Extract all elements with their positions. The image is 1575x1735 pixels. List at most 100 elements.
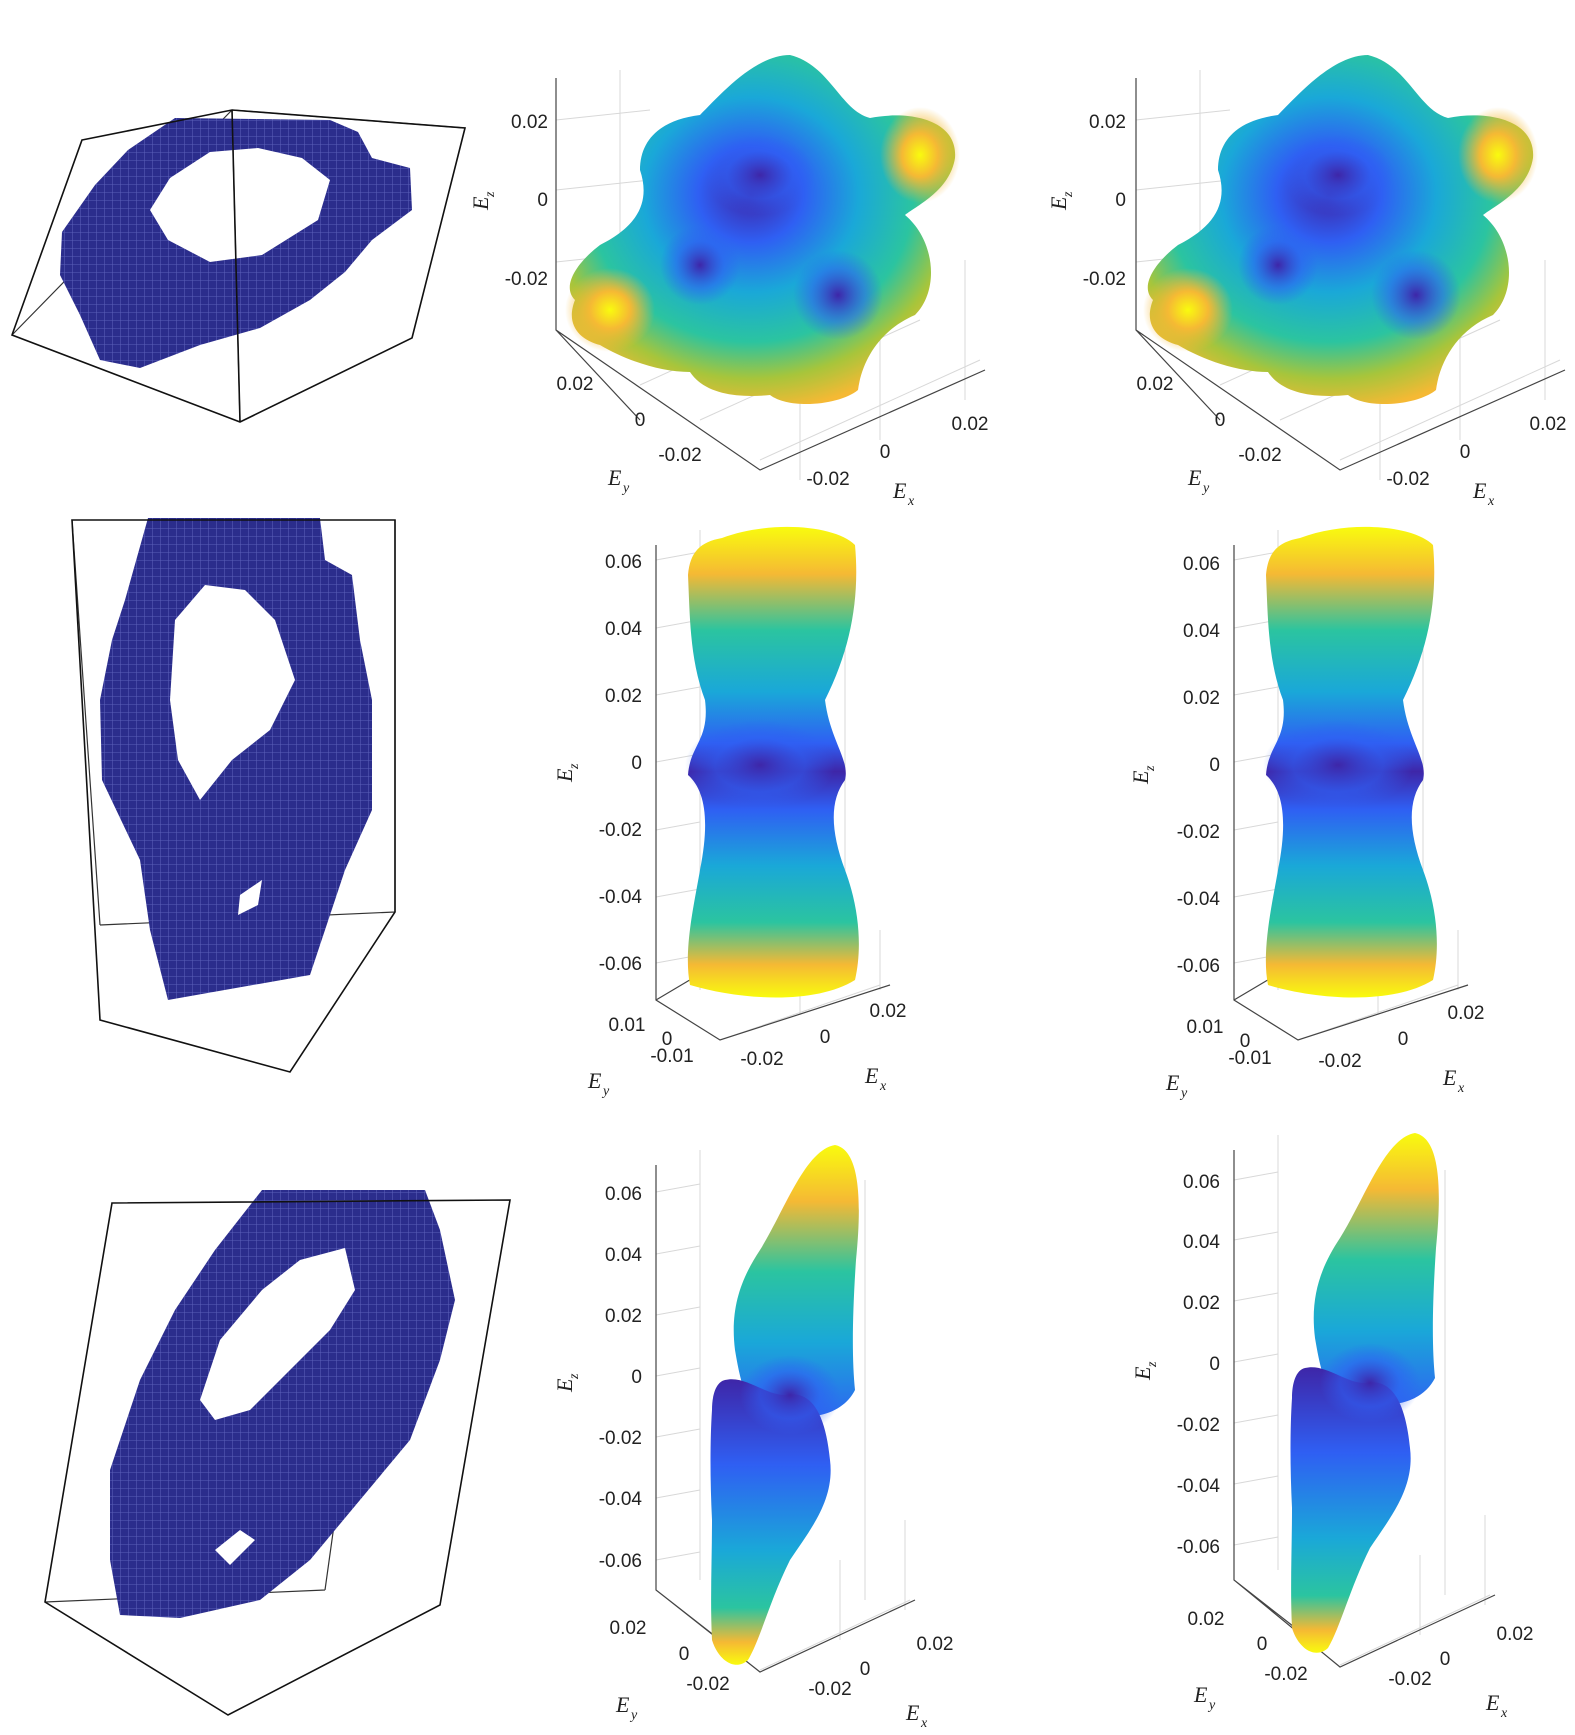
z-tick: 0.02 [605, 686, 642, 707]
svg-text:z: z [567, 763, 582, 770]
surface-r3-a [710, 1145, 859, 1665]
z-tick: -0.06 [1177, 1537, 1220, 1558]
z-tick: -0.02 [1083, 269, 1126, 290]
y-tick: -0.02 [658, 445, 701, 466]
svg-text:E: E [1472, 478, 1487, 503]
z-axis-label: E z [1046, 191, 1076, 211]
labels-r3-a: 0.06 0.04 0.02 0 -0.02 -0.04 -0.06 E z 0… [552, 1184, 953, 1731]
x-tick: 0 [1440, 1649, 1451, 1670]
z-tick: -0.04 [599, 1489, 643, 1510]
svg-text:x: x [920, 1716, 928, 1731]
y-axis-label: E y [587, 1068, 610, 1099]
z-tick: 0.06 [1183, 1172, 1220, 1193]
z-tick: 0.02 [605, 1306, 642, 1327]
y-tick: -0.02 [1238, 445, 1281, 466]
y-tick: 0 [1257, 1634, 1268, 1655]
z-tick: -0.02 [599, 820, 642, 841]
svg-text:y: y [1179, 1086, 1188, 1101]
z-tick: 0 [1115, 190, 1126, 211]
y-tick: -0.02 [1264, 1664, 1307, 1685]
surface-r2-a [685, 526, 859, 998]
z-axis-label: E z [1128, 765, 1158, 785]
labels-r2-a: 0.06 0.04 0.02 0 -0.02 -0.04 -0.06 E z 0… [552, 552, 906, 1099]
svg-text:z: z [483, 191, 498, 198]
svg-text:x: x [907, 494, 915, 509]
y-tick: -0.01 [650, 1046, 693, 1067]
y-axis-label: E y [615, 1692, 638, 1723]
svg-text:E: E [892, 478, 907, 503]
z-tick: 0.02 [511, 112, 548, 133]
voxel-structure-row-3 [44, 1190, 511, 1716]
z-tick: 0.02 [1183, 1293, 1220, 1314]
svg-text:x: x [879, 1079, 887, 1094]
surface-r2-b [1263, 526, 1437, 998]
svg-text:z: z [1145, 1361, 1160, 1368]
labels-r1-b: 0.02 0 -0.02 E z 0.02 0 -0.02 E y -0.02 … [1046, 112, 1566, 509]
x-axis-label: E x [905, 1700, 928, 1731]
svg-text:y: y [601, 1084, 610, 1099]
z-tick: 0.04 [1183, 621, 1220, 642]
voxel-structure-row-1 [10, 109, 467, 423]
z-tick: 0.02 [1183, 688, 1220, 709]
z-tick: -0.06 [599, 954, 642, 975]
labels-r2-b: 0.06 0.04 0.02 0 -0.02 -0.04 -0.06 E z 0… [1128, 554, 1484, 1101]
x-tick: 0.02 [952, 414, 989, 435]
z-tick: 0 [631, 1367, 642, 1388]
z-tick: 0 [631, 753, 642, 774]
svg-text:y: y [1207, 1698, 1216, 1713]
z-tick: -0.02 [505, 269, 548, 290]
svg-text:x: x [1457, 1081, 1465, 1096]
z-tick: -0.06 [1177, 956, 1220, 977]
svg-text:y: y [621, 481, 630, 496]
svg-text:E: E [1046, 196, 1071, 211]
x-tick: 0.02 [917, 1634, 954, 1655]
labels-r3-b: 0.06 0.04 0.02 0 -0.02 -0.04 -0.06 E z 0… [1130, 1172, 1533, 1721]
y-axis-label: E y [1187, 465, 1210, 496]
z-tick: 0 [1209, 755, 1220, 776]
z-tick: -0.02 [1177, 1415, 1220, 1436]
y-tick: -0.02 [686, 1674, 729, 1695]
y-tick: 0.02 [557, 374, 594, 395]
svg-text:z: z [1061, 191, 1076, 198]
surface-r1-b [1143, 55, 1538, 405]
plot-r3-b-grid [1233, 1135, 1496, 1668]
y-tick: 0.02 [1188, 1609, 1225, 1630]
svg-text:E: E [1485, 1690, 1500, 1715]
svg-text:y: y [1201, 481, 1210, 496]
x-axis-label: E x [864, 1063, 887, 1094]
surface-r3-b [1290, 1133, 1439, 1653]
x-tick: -0.02 [1388, 1669, 1431, 1690]
x-axis-label: E x [1485, 1690, 1508, 1721]
svg-text:E: E [552, 1378, 577, 1393]
z-tick: 0.06 [605, 552, 642, 573]
svg-text:E: E [552, 768, 577, 783]
voxel-structure-row-2 [71, 518, 396, 1073]
y-axis-label: E y [1193, 1682, 1216, 1713]
z-axis-label: E z [552, 763, 582, 783]
x-tick: -0.02 [806, 469, 849, 490]
y-tick: 0 [679, 1644, 690, 1665]
svg-text:x: x [1500, 1706, 1508, 1721]
x-tick: 0 [820, 1027, 831, 1048]
x-tick: -0.02 [808, 1679, 851, 1700]
x-tick: 0.02 [1530, 414, 1567, 435]
svg-text:E: E [468, 196, 493, 211]
y-tick: 0.02 [610, 1618, 647, 1639]
y-tick: 0.02 [1137, 374, 1174, 395]
z-tick: -0.06 [599, 1551, 642, 1572]
svg-text:E: E [1193, 1682, 1208, 1707]
z-tick: 0.04 [605, 1245, 642, 1266]
svg-text:E: E [615, 1692, 630, 1717]
x-tick: -0.02 [740, 1049, 783, 1070]
x-tick: 0.02 [870, 1001, 907, 1022]
z-axis-label: E z [468, 191, 498, 211]
svg-text:E: E [607, 465, 622, 490]
x-tick: -0.02 [1386, 469, 1429, 490]
z-axis-label: E z [552, 1373, 582, 1393]
z-tick: -0.04 [1177, 889, 1221, 910]
x-tick: 0 [1460, 442, 1471, 463]
svg-text:y: y [629, 1708, 638, 1723]
y-tick: 0 [635, 410, 646, 431]
x-tick: -0.02 [1318, 1051, 1361, 1072]
